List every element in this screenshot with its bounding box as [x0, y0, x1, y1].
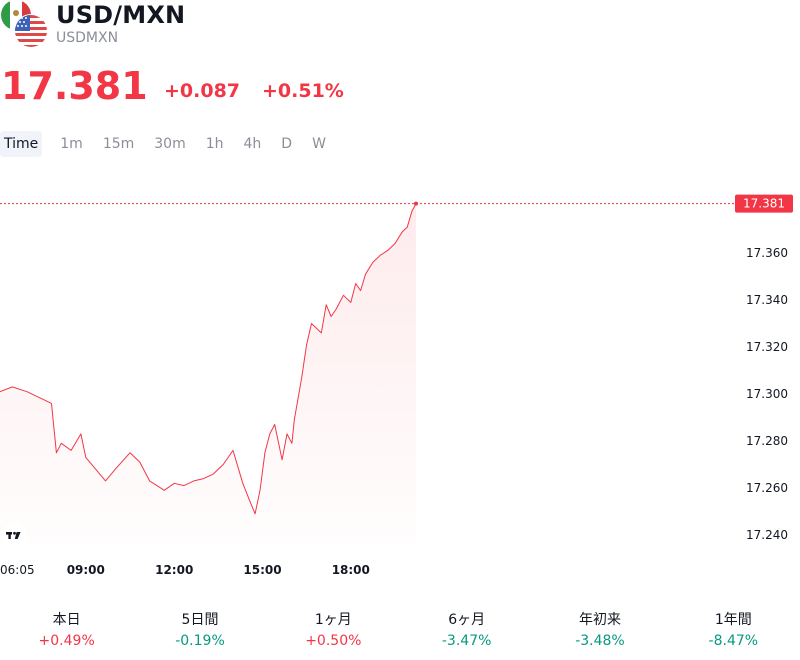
- symbol-title: USD/MXN: [56, 1, 186, 29]
- y-tick-label: 17.340: [746, 293, 788, 307]
- performance-item[interactable]: 5日間 -0.19%: [133, 610, 266, 651]
- y-axis: 17.240 17.260 17.280 17.300 17.320 17.340 17.3…: [746, 246, 788, 542]
- performance-value: -3.48%: [575, 633, 625, 649]
- tab-1h[interactable]: 1h: [205, 136, 224, 152]
- performance-value: +0.50%: [305, 633, 362, 649]
- last-price-marker: 17.381: [0, 194, 793, 213]
- x-tick-label: 09:00: [67, 563, 105, 577]
- y-tick-label: 17.360: [746, 246, 788, 260]
- performance-value: -0.19%: [175, 633, 225, 649]
- price-area-fill: [0, 203, 416, 544]
- y-tick-label: 17.280: [746, 434, 788, 448]
- performance-item[interactable]: 本日 +0.49%: [0, 610, 133, 651]
- us-flag-icon: [14, 14, 48, 48]
- price-line-series: [0, 203, 417, 515]
- x-tick-label: 15:00: [243, 563, 281, 577]
- x-tick-label: 06:05: [0, 563, 35, 577]
- tab-w[interactable]: W: [312, 136, 326, 152]
- performance-item[interactable]: 6ヶ月 -3.47%: [400, 610, 533, 651]
- last-price-label: 17.381: [743, 197, 785, 211]
- performance-period-label: 1ヶ月: [314, 612, 352, 628]
- chart-area-layer: [0, 203, 416, 544]
- y-tick-label: 17.300: [746, 387, 788, 401]
- price-change-absolute: +0.087: [164, 80, 241, 102]
- tab-30m[interactable]: 30m: [154, 136, 186, 152]
- tradingview-logo-icon[interactable]: [0, 520, 28, 550]
- x-axis: 06:05 09:00 12:00 15:00 18:00: [0, 563, 370, 577]
- last-price-tag: [735, 194, 793, 213]
- y-tick-label: 17.320: [746, 340, 788, 354]
- price-chart[interactable]: 17.240 17.260 17.280 17.300 17.320 17.340 17.3…: [0, 170, 800, 590]
- performance-period-label: 年初来: [578, 612, 621, 628]
- performance-period-label: 6ヶ月: [448, 612, 486, 628]
- x-tick-label: 18:00: [332, 563, 370, 577]
- tab-d[interactable]: D: [281, 136, 293, 152]
- performance-item[interactable]: 1年間 -8.47%: [667, 610, 800, 651]
- tab-time[interactable]: Time: [0, 131, 43, 157]
- y-tick-label: 17.260: [746, 481, 788, 495]
- price-change-percent: +0.51%: [262, 80, 344, 102]
- performance-item[interactable]: 年初来 -3.48%: [533, 610, 666, 651]
- timeframe-tabs: Time 1m 15m 30m 1h 4h D W: [0, 131, 338, 157]
- y-tick-label: 17.240: [746, 528, 788, 542]
- ticker-code: USDMXN: [56, 30, 119, 46]
- tab-1m[interactable]: 1m: [60, 136, 83, 152]
- tab-15m[interactable]: 15m: [102, 136, 135, 152]
- x-tick-label: 12:00: [155, 563, 193, 577]
- last-price: 17.381: [1, 64, 148, 108]
- performance-period-label: 1年間: [714, 612, 752, 628]
- tab-4h[interactable]: 4h: [243, 136, 262, 152]
- performance-value: -8.47%: [708, 633, 759, 649]
- performance-item[interactable]: 1ヶ月 +0.50%: [267, 610, 400, 651]
- performance-value: -3.47%: [441, 633, 492, 649]
- performance-strip: 本日 +0.49% 5日間 -0.19% 1ヶ月 +0.50% 6ヶ月 -3.47% 年初来 -3…: [0, 610, 800, 651]
- performance-period-label: 5日間: [181, 612, 219, 628]
- performance-value: +0.49%: [38, 633, 95, 649]
- performance-period-label: 本日: [52, 612, 81, 628]
- currency-flags-icon: [1, 0, 48, 48]
